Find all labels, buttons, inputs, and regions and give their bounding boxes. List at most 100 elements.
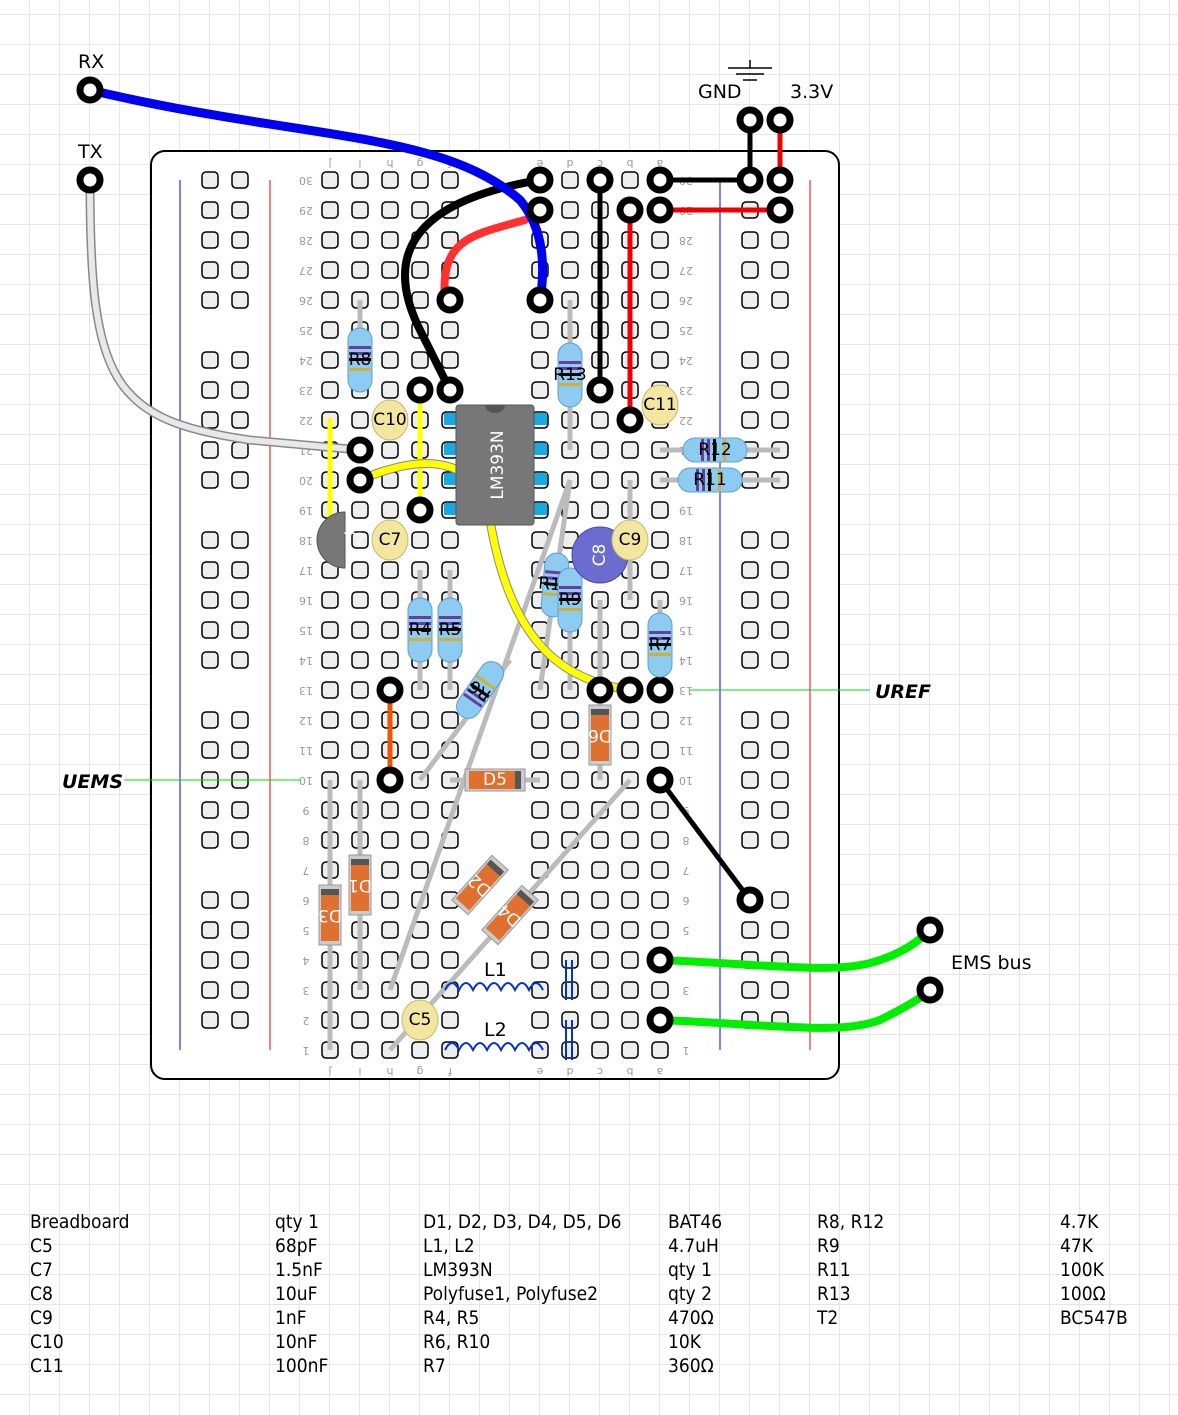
hole: [651, 741, 669, 759]
inductor-l1[interactable]: [444, 982, 544, 993]
wire-end[interactable]: [646, 196, 674, 224]
wire-end[interactable]: [526, 286, 554, 314]
polyfuses[interactable]: [565, 960, 573, 1060]
wire-black-a10[interactable]: [657, 777, 753, 903]
d5-diode[interactable]: D5: [464, 768, 526, 792]
hole: [441, 531, 459, 549]
r9-resistor[interactable]: R9: [557, 567, 583, 633]
row-number: 17: [299, 564, 313, 577]
wire-end[interactable]: [586, 376, 614, 404]
r12-resistor[interactable]: R12: [682, 437, 748, 463]
r13-label: R13: [553, 365, 586, 385]
t2-transistor[interactable]: T2: [316, 511, 366, 569]
hole: [561, 801, 579, 819]
c11-capacitor[interactable]: C11: [641, 384, 679, 426]
wire-end[interactable]: [76, 76, 104, 104]
ic-lm393n[interactable]: LM393N: [444, 404, 547, 526]
hole: [351, 1011, 369, 1029]
hole: [321, 231, 339, 249]
hole: [651, 351, 669, 369]
wire-end[interactable]: [406, 376, 434, 404]
r5-label: R5: [439, 620, 462, 640]
row-number: 20: [299, 474, 313, 487]
d3-diode[interactable]: D3: [318, 884, 342, 946]
wire-end[interactable]: [616, 406, 644, 434]
hole: [621, 741, 639, 759]
r11-resistor[interactable]: R11: [677, 467, 743, 493]
wire-end[interactable]: [766, 196, 794, 224]
wire-end[interactable]: [436, 376, 464, 404]
wire-end[interactable]: [766, 166, 794, 194]
wire-end[interactable]: [736, 106, 764, 134]
row-number: 8: [683, 834, 690, 847]
wire-end[interactable]: [376, 676, 404, 704]
r13-resistor[interactable]: R13: [553, 342, 587, 408]
inductor-l2[interactable]: [444, 1042, 544, 1053]
c7-label: C7: [379, 530, 402, 550]
wire-end[interactable]: [736, 166, 764, 194]
r7-resistor[interactable]: R7: [647, 612, 673, 678]
wire-end[interactable]: [526, 166, 554, 194]
hole: [351, 531, 369, 549]
wire-end[interactable]: [586, 676, 614, 704]
wire-end[interactable]: [646, 766, 674, 794]
rail-hole: [201, 741, 219, 759]
wire-end[interactable]: [376, 766, 404, 794]
wire-end[interactable]: [646, 676, 674, 704]
bom-column: qty 1 68pF 1.5nF 10uF 1nF 10nF 100nF: [275, 1210, 328, 1378]
r4-resistor[interactable]: R4: [407, 597, 433, 663]
hole: [561, 891, 579, 909]
hole: [621, 1011, 639, 1029]
wire-end[interactable]: [736, 886, 764, 914]
wire-end[interactable]: [406, 496, 434, 524]
column-letter: h: [386, 1065, 393, 1078]
wire-end[interactable]: [646, 1006, 674, 1034]
r8-resistor[interactable]: R8: [347, 327, 373, 393]
wire-end[interactable]: [526, 196, 554, 224]
d6-diode[interactable]: D6: [588, 704, 612, 766]
wire-end[interactable]: [646, 166, 674, 194]
hole: [531, 1011, 549, 1029]
wire-end[interactable]: [916, 916, 944, 944]
wire-red[interactable]: [440, 216, 529, 304]
rail-hole: [771, 831, 789, 849]
wire-end[interactable]: [586, 166, 614, 194]
wire-end[interactable]: [646, 946, 674, 974]
wire-end[interactable]: [916, 976, 944, 1004]
rail-hole: [231, 171, 249, 189]
hole: [441, 321, 459, 339]
r5-resistor[interactable]: R5: [437, 597, 463, 663]
bom-cell: 100Ω: [1060, 1283, 1106, 1305]
wire-end[interactable]: [346, 436, 374, 464]
hole: [621, 441, 639, 459]
wire-end[interactable]: [616, 196, 644, 224]
c5-label: C5: [409, 1010, 432, 1030]
wire-black-gnd[interactable]: [401, 176, 544, 394]
c7-capacitor[interactable]: C7: [371, 519, 409, 561]
wire-end[interactable]: [616, 676, 644, 704]
hole: [321, 171, 339, 189]
wire-end[interactable]: [766, 106, 794, 134]
d1-diode[interactable]: D1: [348, 854, 372, 916]
wire-end[interactable]: [436, 286, 464, 314]
hole: [561, 771, 579, 789]
c10-capacitor[interactable]: C10: [371, 399, 409, 441]
hole: [381, 321, 399, 339]
wire-rx[interactable]: [85, 85, 548, 305]
wire-end[interactable]: [346, 466, 374, 494]
hole: [561, 861, 579, 879]
hole: [381, 261, 399, 279]
wire-ems-bus-2[interactable]: [656, 986, 934, 1032]
hole: [411, 1041, 429, 1059]
hole: [441, 951, 459, 969]
row-number: 27: [299, 264, 313, 277]
row-number: 8: [303, 834, 310, 847]
wire-ems-bus-1[interactable]: [656, 926, 934, 972]
c9-capacitor[interactable]: C9: [611, 519, 649, 561]
wire-end[interactable]: [76, 166, 104, 194]
rail-hole: [231, 981, 249, 999]
bom-cell: qty 2: [668, 1283, 712, 1305]
hole: [321, 261, 339, 279]
row-number: 10: [679, 774, 693, 787]
c5-capacitor[interactable]: C5: [401, 999, 439, 1041]
